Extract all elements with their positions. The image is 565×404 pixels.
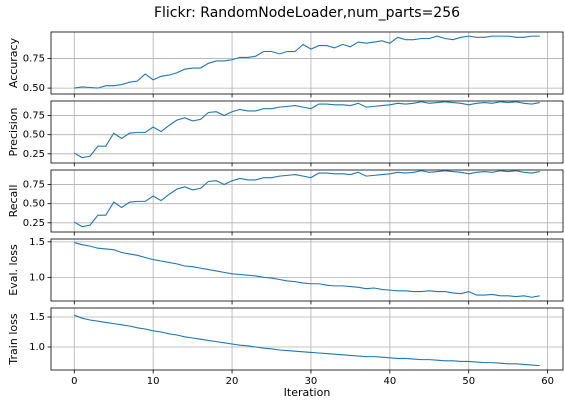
plot-frame — [50, 31, 564, 95]
y-tick-label: 1.5 — [29, 237, 45, 248]
y-tick-label: 1.0 — [29, 342, 45, 353]
y-tick-label: 0.25 — [23, 218, 45, 229]
y-axis-label: Recall — [7, 185, 20, 218]
line-series — [74, 35, 540, 89]
y-axis-label: Eval. loss — [7, 244, 20, 296]
y-axis-label: Accuracy — [7, 37, 20, 88]
figure-title: Flickr: RandomNodeLoader,num_parts=256 — [154, 5, 460, 21]
x-tick-label: 20 — [226, 376, 239, 387]
y-axis-label: Train loss — [7, 313, 20, 365]
x-axis-label: Iteration — [284, 386, 331, 399]
plot-frame — [50, 307, 564, 371]
y-tick-label: 0.75 — [23, 180, 45, 191]
line-series — [73, 101, 540, 159]
plot-frame — [50, 238, 564, 302]
x-tick-label: 10 — [147, 376, 160, 387]
plot-frame — [50, 169, 564, 233]
x-tick-label: 50 — [462, 376, 475, 387]
x-tick-label: 60 — [541, 376, 554, 387]
y-tick-label: 0.50 — [23, 83, 45, 94]
line-series — [74, 242, 540, 298]
y-tick-label: 0.75 — [23, 54, 45, 65]
line-series — [74, 314, 540, 367]
y-tick-label: 0.50 — [23, 130, 45, 141]
y-tick-label: 0.75 — [23, 111, 45, 122]
x-tick-label: 30 — [305, 376, 318, 387]
y-tick-label: 1.0 — [29, 272, 45, 283]
y-tick-label: 0.25 — [23, 149, 45, 160]
y-tick-label: 0.50 — [23, 199, 45, 210]
plot-frame — [50, 100, 564, 164]
line-series — [73, 170, 540, 228]
x-tick-label: 0 — [71, 376, 77, 387]
x-tick-label: 40 — [383, 376, 396, 387]
y-tick-label: 1.5 — [29, 312, 45, 323]
y-axis-label: Precision — [7, 107, 20, 156]
